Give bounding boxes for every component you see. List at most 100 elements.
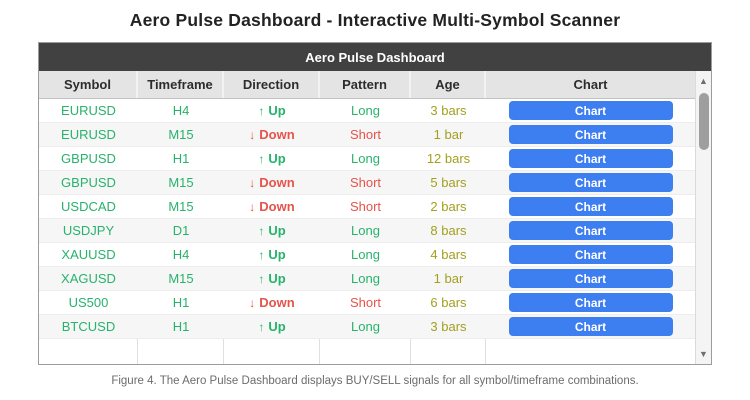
table-row: GBPUSD M15 ↓ Down Short 5 bars Chart — [39, 171, 695, 195]
symbol-cell: EURUSD — [61, 103, 116, 118]
symbol-cell: US500 — [68, 295, 109, 310]
up-arrow-icon: ↑ — [258, 151, 265, 166]
age-cell: 2 bars — [430, 199, 467, 214]
age-cell: 3 bars — [430, 319, 467, 334]
direction-cell: ↑ Up — [224, 99, 320, 122]
age-cell: 4 bars — [430, 247, 467, 262]
direction-label: Up — [268, 151, 286, 166]
chart-button[interactable]: Chart — [508, 197, 673, 216]
timeframe-cell: M15 — [168, 127, 194, 142]
table-row: EURUSD M15 ↓ Down Short 1 bar Chart — [39, 123, 695, 147]
table-row: GBPUSD H1 ↑ Up Long 12 bars Chart — [39, 147, 695, 171]
direction-cell: ↑ Up — [224, 147, 320, 170]
symbol-cell: XAUUSD — [61, 247, 116, 262]
symbol-cell: GBPUSD — [61, 151, 116, 166]
up-arrow-icon: ↑ — [258, 319, 265, 334]
direction-label: Down — [259, 295, 295, 310]
direction-label: Up — [268, 103, 286, 118]
down-arrow-icon: ↓ — [249, 175, 256, 190]
age-cell: 1 bar — [433, 127, 464, 142]
column-header-pattern: Pattern — [320, 71, 411, 98]
column-header-chart: Chart — [573, 77, 608, 92]
pattern-cell: Long — [351, 247, 380, 262]
up-arrow-icon: ↑ — [258, 223, 265, 238]
symbol-cell: EURUSD — [61, 127, 116, 142]
column-header-age: Age — [411, 71, 486, 98]
age-cell: 12 bars — [426, 151, 471, 166]
pattern-cell: Short — [349, 295, 382, 310]
pattern-cell: Long — [351, 271, 380, 286]
symbol-cell: BTCUSD — [61, 319, 116, 334]
timeframe-cell: M15 — [168, 271, 194, 286]
panel-title-bar: Aero Pulse Dashboard — [39, 43, 711, 71]
age-cell: 1 bar — [433, 271, 464, 286]
table-row: USDCAD M15 ↓ Down Short 2 bars Chart — [39, 195, 695, 219]
symbol-cell: USDJPY — [62, 223, 115, 238]
table-body: EURUSD H4 ↑ Up Long 3 bars Chart EURUSD M… — [39, 99, 695, 339]
up-arrow-icon: ↑ — [258, 271, 265, 286]
chart-button[interactable]: Chart — [508, 317, 673, 336]
table-row: US500 H1 ↓ Down Short 6 bars Chart — [39, 291, 695, 315]
age-cell: 5 bars — [430, 175, 467, 190]
up-arrow-icon: ↑ — [258, 103, 265, 118]
up-arrow-icon: ↑ — [258, 247, 265, 262]
table-row: XAGUSD M15 ↑ Up Long 1 bar Chart — [39, 267, 695, 291]
direction-cell: ↑ Up — [224, 267, 320, 290]
pattern-cell: Long — [351, 151, 380, 166]
chart-button[interactable]: Chart — [508, 101, 673, 120]
symbol-cell: XAGUSD — [61, 271, 116, 286]
direction-label: Up — [268, 247, 286, 262]
chart-button[interactable]: Chart — [508, 125, 673, 144]
vertical-scrollbar[interactable]: ▲ ▼ — [695, 71, 711, 364]
scrollbar-thumb[interactable] — [699, 93, 709, 150]
direction-cell: ↑ Up — [224, 243, 320, 266]
column-header-symbol: Symbol — [39, 71, 138, 98]
table-header-row: Symbol Timeframe Direction Pattern Age C… — [39, 71, 695, 99]
direction-label: Up — [268, 271, 286, 286]
pattern-cell: Short — [349, 175, 382, 190]
direction-label: Up — [268, 319, 286, 334]
symbol-cell: USDCAD — [61, 199, 116, 214]
direction-cell: ↓ Down — [224, 195, 320, 218]
timeframe-cell: H1 — [172, 319, 190, 334]
chart-button[interactable]: Chart — [508, 173, 673, 192]
timeframe-cell: M15 — [168, 175, 194, 190]
pattern-cell: Short — [349, 199, 382, 214]
direction-label: Up — [268, 223, 286, 238]
pattern-cell: Long — [351, 103, 380, 118]
age-cell: 8 bars — [430, 223, 467, 238]
column-header-timeframe: Timeframe — [138, 71, 224, 98]
chart-button[interactable]: Chart — [508, 221, 673, 240]
direction-label: Down — [259, 199, 295, 214]
direction-cell: ↑ Up — [224, 219, 320, 242]
table-row: BTCUSD H1 ↑ Up Long 3 bars Chart — [39, 315, 695, 339]
dashboard-panel: Aero Pulse Dashboard Symbol Timeframe Di… — [38, 42, 712, 365]
chart-button[interactable]: Chart — [508, 293, 673, 312]
direction-cell: ↑ Up — [224, 315, 320, 338]
timeframe-cell: D1 — [172, 223, 190, 238]
chart-button[interactable]: Chart — [508, 245, 673, 264]
table-row: EURUSD H4 ↑ Up Long 3 bars Chart — [39, 99, 695, 123]
chart-button[interactable]: Chart — [508, 149, 673, 168]
scroll-up-icon[interactable]: ▲ — [699, 76, 708, 86]
empty-table-row — [39, 339, 695, 364]
timeframe-cell: H4 — [172, 103, 190, 118]
direction-label: Down — [259, 175, 295, 190]
scroll-down-icon[interactable]: ▼ — [699, 349, 708, 359]
down-arrow-icon: ↓ — [249, 127, 256, 142]
figure-caption: Figure 4. The Aero Pulse Dashboard displ… — [111, 375, 639, 387]
chart-button[interactable]: Chart — [508, 269, 673, 288]
page-title: Aero Pulse Dashboard - Interactive Multi… — [129, 10, 621, 30]
pattern-cell: Long — [351, 223, 380, 238]
direction-cell: ↓ Down — [224, 123, 320, 146]
age-cell: 6 bars — [430, 295, 467, 310]
age-cell: 3 bars — [430, 103, 467, 118]
down-arrow-icon: ↓ — [249, 199, 256, 214]
table-row: USDJPY D1 ↑ Up Long 8 bars Chart — [39, 219, 695, 243]
direction-label: Down — [259, 127, 295, 142]
symbol-cell: GBPUSD — [61, 175, 116, 190]
pattern-cell: Long — [351, 319, 380, 334]
pattern-cell: Short — [349, 127, 382, 142]
direction-cell: ↓ Down — [224, 291, 320, 314]
column-header-direction: Direction — [224, 71, 320, 98]
